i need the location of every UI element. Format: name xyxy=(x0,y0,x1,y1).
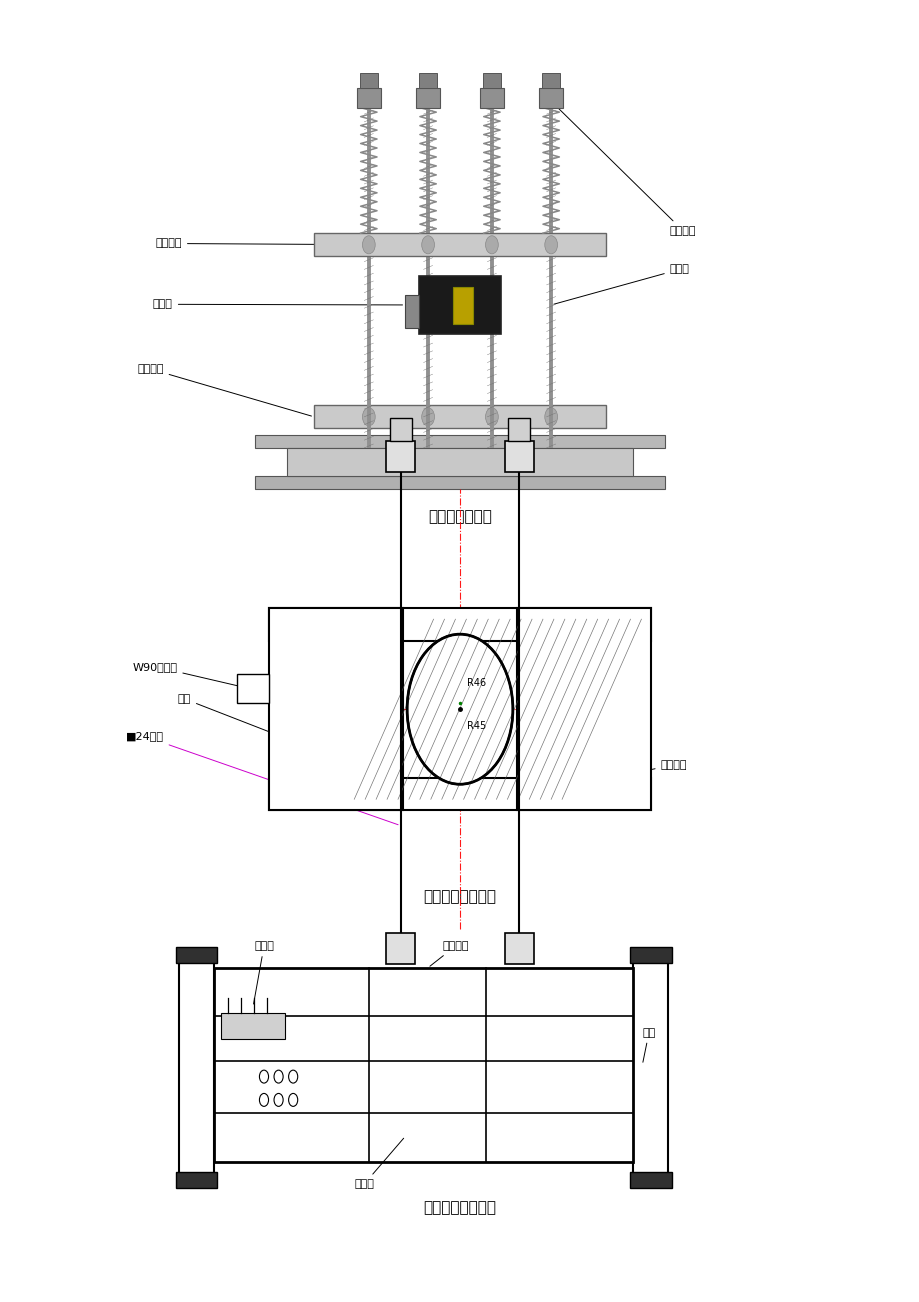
Bar xyxy=(313,233,606,256)
Bar xyxy=(541,73,560,89)
Bar xyxy=(508,418,529,441)
Circle shape xyxy=(421,236,434,254)
Text: 轿顶轮轴: 轿顶轮轴 xyxy=(508,760,686,799)
Circle shape xyxy=(289,1094,298,1107)
Text: R45: R45 xyxy=(467,720,486,730)
Text: 轿顶横梁: 轿顶横梁 xyxy=(429,941,468,966)
Circle shape xyxy=(485,236,498,254)
Bar xyxy=(505,934,533,963)
Text: W90传感器: W90传感器 xyxy=(132,661,252,689)
Bar xyxy=(179,954,213,1174)
Text: 托架: 托架 xyxy=(177,694,275,734)
Bar xyxy=(386,441,414,473)
Bar xyxy=(386,934,414,963)
Circle shape xyxy=(259,1070,268,1083)
Bar xyxy=(480,89,504,108)
Circle shape xyxy=(485,408,498,426)
Circle shape xyxy=(544,408,557,426)
Bar xyxy=(213,967,632,1161)
Text: 传感器: 传感器 xyxy=(153,299,403,310)
Circle shape xyxy=(274,1094,283,1107)
Bar xyxy=(539,89,562,108)
Text: 绳头杆: 绳头杆 xyxy=(553,264,689,305)
Circle shape xyxy=(274,1070,283,1083)
Bar xyxy=(176,1172,217,1187)
Text: 绳头板: 绳头板 xyxy=(354,1138,403,1189)
Bar xyxy=(268,608,651,641)
Bar xyxy=(268,608,403,810)
Bar xyxy=(418,276,501,335)
Circle shape xyxy=(259,1094,268,1107)
Bar xyxy=(255,435,664,448)
Bar xyxy=(359,73,378,89)
Bar xyxy=(390,418,411,441)
Text: 下绳头板: 下绳头板 xyxy=(137,365,312,417)
Text: 上绳头板: 上绳头板 xyxy=(155,238,384,249)
Bar xyxy=(516,608,651,810)
Bar xyxy=(452,288,472,324)
Bar xyxy=(482,73,501,89)
Text: 绳头板安装方式: 绳头板安装方式 xyxy=(427,509,492,523)
Circle shape xyxy=(407,634,512,784)
Circle shape xyxy=(362,236,375,254)
Text: 轿顶轮轴安装方式: 轿顶轮轴安装方式 xyxy=(423,889,496,905)
Text: R46: R46 xyxy=(467,678,486,687)
Bar xyxy=(255,477,664,490)
Bar xyxy=(268,777,651,810)
Circle shape xyxy=(362,408,375,426)
Circle shape xyxy=(544,236,557,254)
Bar xyxy=(313,405,606,428)
Circle shape xyxy=(289,1070,298,1083)
Bar xyxy=(176,948,217,962)
Bar xyxy=(629,948,671,962)
Bar xyxy=(418,73,437,89)
Bar xyxy=(415,89,439,108)
Bar xyxy=(236,674,268,703)
Text: 传感器: 传感器 xyxy=(254,941,274,1004)
Text: ■24螺栓: ■24螺栓 xyxy=(126,732,398,824)
Bar xyxy=(287,448,632,477)
Text: 安装螺栓: 安装螺栓 xyxy=(552,103,696,236)
Bar xyxy=(357,89,380,108)
Circle shape xyxy=(421,408,434,426)
Bar xyxy=(632,954,667,1174)
Text: 轿架: 轿架 xyxy=(641,1027,655,1062)
Bar xyxy=(505,441,533,473)
Bar xyxy=(405,296,418,328)
Bar xyxy=(629,1172,671,1187)
Text: 轿顶横梁安装方式: 轿顶横梁安装方式 xyxy=(423,1199,496,1215)
Bar xyxy=(221,1013,285,1039)
